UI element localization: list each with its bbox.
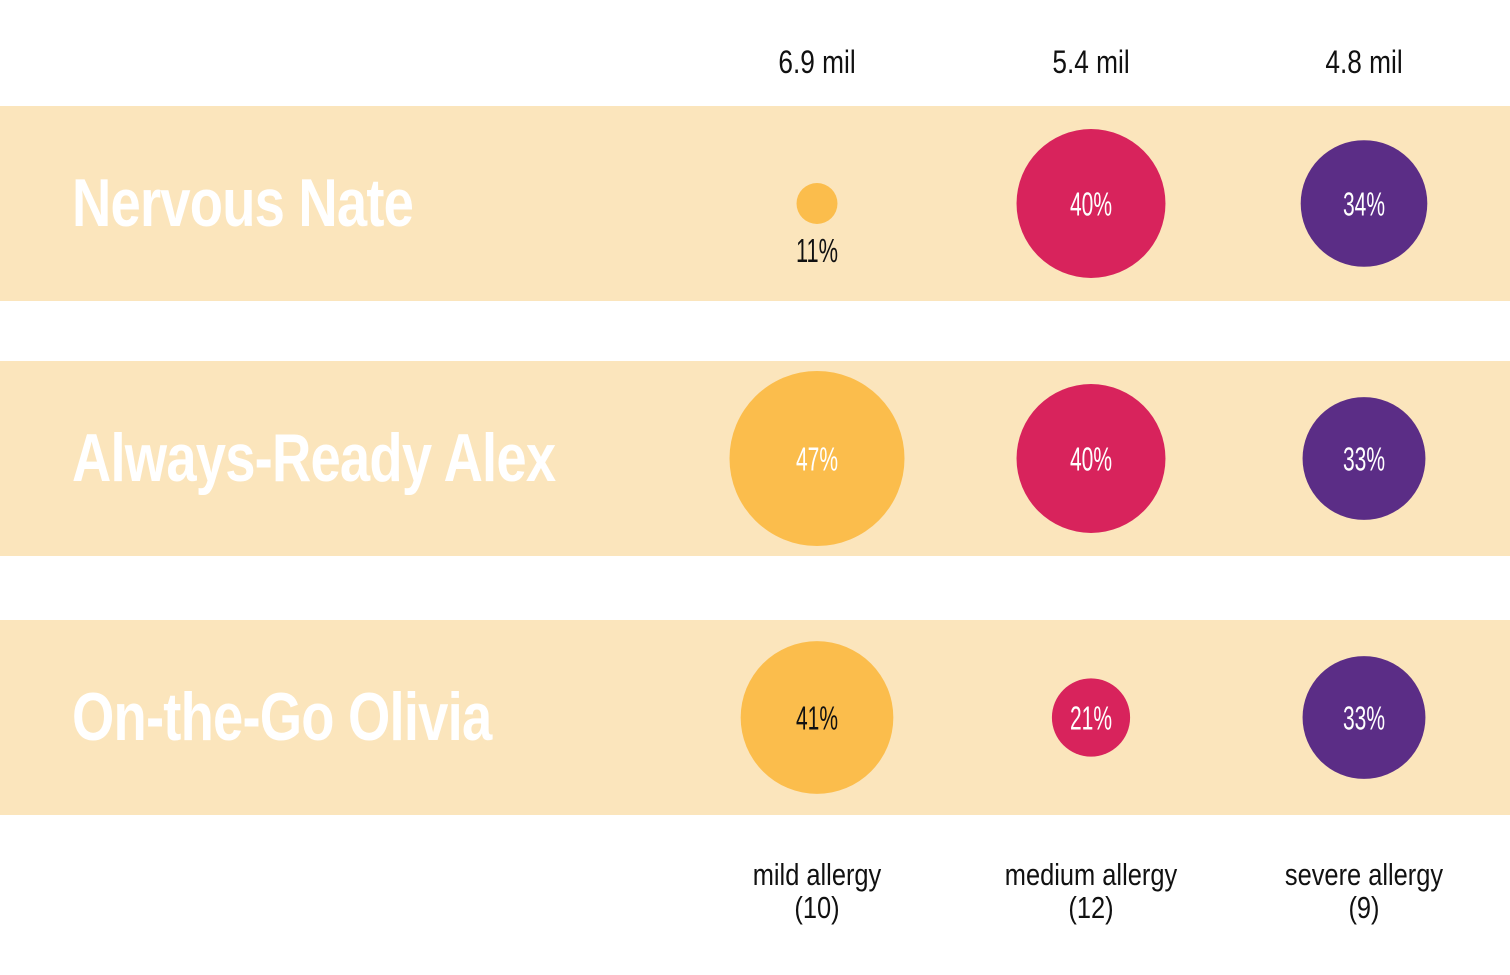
value-label: 47% (796, 441, 838, 478)
row-band (0, 106, 1510, 301)
value-label: 11% (796, 232, 838, 269)
category-count: (9) (1348, 890, 1380, 925)
bubble (1302, 656, 1426, 779)
row-label: On-the-Go Olivia (72, 679, 492, 755)
category-count: (12) (1068, 890, 1114, 925)
category-label: mild allergy (752, 857, 882, 892)
column-total: 4.8 mil (1325, 44, 1403, 80)
row-label: Nervous Nate (72, 165, 414, 241)
value-label: 41% (796, 700, 838, 737)
value-label: 33% (1343, 700, 1385, 737)
value-label: 40% (1070, 186, 1112, 223)
column-total: 5.4 mil (1052, 44, 1130, 80)
category-count: (10) (794, 890, 840, 925)
bubble (740, 641, 894, 794)
value-label: 21% (1070, 700, 1112, 737)
bubble (1300, 140, 1428, 267)
category-label: severe allergy (1284, 857, 1444, 892)
bubble (1016, 129, 1166, 278)
bubble (729, 371, 905, 546)
value-label: 34% (1343, 186, 1385, 223)
row-label: Always-Ready Alex (72, 420, 556, 496)
column-total: 6.9 mil (778, 44, 856, 80)
bubble (1016, 384, 1166, 533)
value-label: 40% (1070, 441, 1112, 478)
bubble (1051, 678, 1131, 757)
value-label: 33% (1343, 441, 1385, 478)
category-label: medium allergy (1004, 857, 1178, 892)
bubble (796, 183, 838, 224)
bubble (1302, 397, 1426, 520)
